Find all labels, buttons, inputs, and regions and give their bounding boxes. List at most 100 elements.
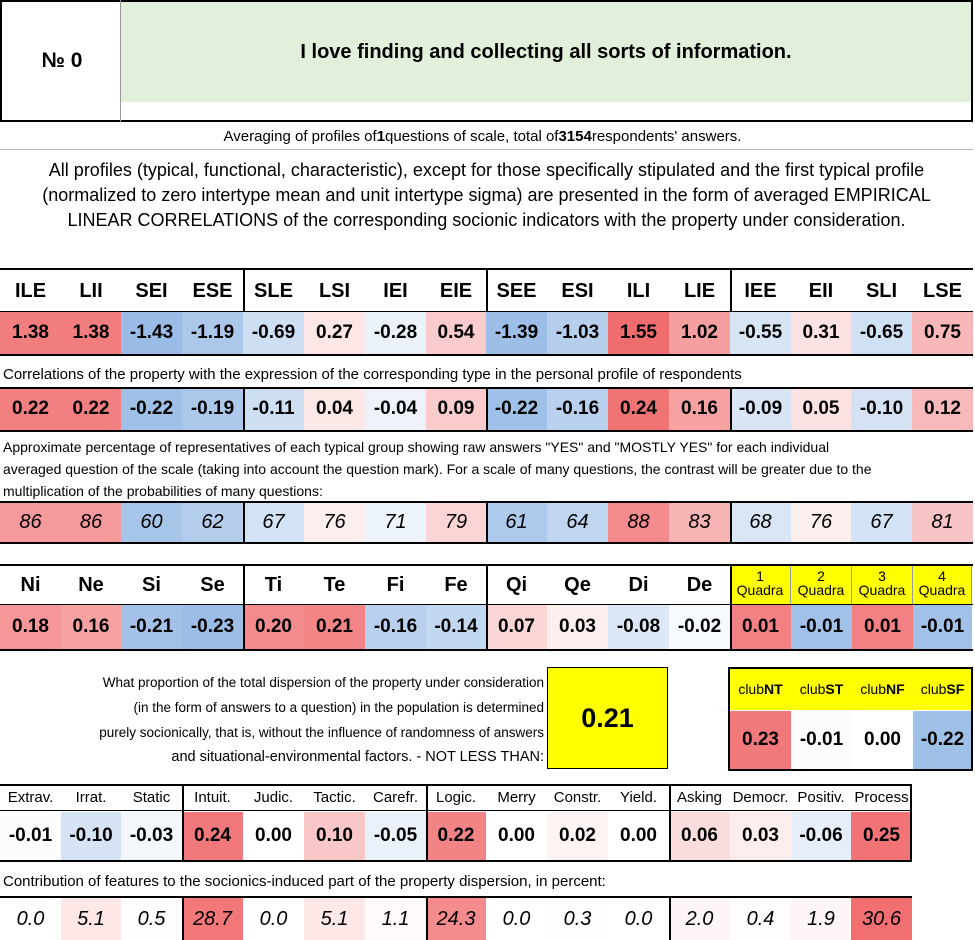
quadra-label: Quadra (736, 582, 784, 598)
rule (426, 784, 428, 862)
type-header: ILE (14, 279, 47, 302)
typical-value: 0.54 (426, 312, 486, 354)
quadra-number: 3 (878, 568, 886, 584)
contribution-value: 5.1 (61, 898, 121, 940)
quadra-header: 4 Quadra (913, 566, 972, 604)
trait-header: Judic. (253, 788, 294, 806)
question-text: I love finding and collecting all sorts … (300, 40, 792, 63)
type-header: ESE (192, 279, 233, 302)
quadra-label: Quadra (797, 582, 845, 598)
header-divider (120, 0, 121, 122)
type-header: SEE (496, 279, 537, 302)
club-value: 0.00 (852, 711, 913, 769)
typical-value: -0.28 (365, 312, 426, 354)
averaging-text-mid: questions of scale, total of (385, 127, 559, 145)
trait-header: Constr. (553, 788, 602, 806)
type-header: LIE (683, 279, 716, 302)
percentage-caption-line: averaged question of the scale (taking i… (3, 461, 872, 477)
type-header: LII (79, 279, 103, 302)
correlation-value: 0.22 (61, 388, 121, 430)
typical-value: -0.55 (730, 312, 791, 354)
type-header: EIE (439, 279, 473, 302)
percentage-caption: Approximate percentage of representative… (3, 436, 968, 502)
percentage-value: 83 (669, 502, 730, 542)
typical-value: -1.03 (547, 312, 608, 354)
club-suffix: NF (886, 681, 905, 697)
percentage-value: 68 (730, 502, 791, 542)
type-header: LSI (318, 279, 351, 302)
function-value: -0.23 (182, 605, 243, 649)
club-suffix: ST (825, 681, 844, 697)
rule (728, 667, 973, 669)
quadra-label: Quadra (918, 582, 966, 598)
club-prefix: club (860, 681, 886, 697)
trait-header: Positiv. (797, 788, 845, 806)
type-header: IEI (383, 279, 408, 302)
rule (426, 896, 428, 940)
trait-value: 0.02 (547, 812, 608, 860)
function-value: 0.20 (243, 605, 304, 649)
respondent-count: 3154 (558, 127, 592, 145)
function-header: Fe (444, 573, 468, 596)
function-header: Di (628, 573, 649, 596)
contribution-value: 1.9 (791, 898, 851, 940)
function-header: Qi (505, 573, 528, 596)
contribution-value: 0.0 (0, 898, 61, 940)
contribution-value: 0.5 (121, 898, 182, 940)
club-value: 0.23 (730, 711, 791, 769)
averaging-text-end: respondents' answers. (591, 127, 742, 145)
type-header: ESI (561, 279, 594, 302)
correlation-value: -0.22 (486, 388, 547, 430)
trait-value: -0.01 (0, 812, 61, 860)
typical-value: -1.19 (182, 312, 243, 354)
typical-value: -0.69 (243, 312, 304, 354)
typical-value: -0.65 (851, 312, 912, 354)
correlation-value: -0.09 (730, 388, 791, 430)
correlation-value: 0.05 (791, 388, 851, 430)
correlation-value: -0.22 (121, 388, 182, 430)
rule (486, 501, 488, 544)
trait-header: Extrav. (7, 788, 54, 806)
trait-value: 0.24 (182, 812, 243, 860)
trait-header: Intuit. (194, 788, 231, 806)
dispersion-line: (in the form of answers to a question) i… (133, 700, 544, 715)
rule (0, 860, 912, 862)
trait-value: -0.06 (791, 812, 851, 860)
percentage-value: 62 (182, 502, 243, 542)
rule (0, 810, 912, 811)
typical-value: 0.75 (912, 312, 973, 354)
correlation-value: 0.09 (426, 388, 486, 430)
quadra-header: 3 Quadra (852, 566, 913, 604)
trait-header: Yield. (620, 788, 657, 806)
trait-header: Tactic. (313, 788, 356, 806)
quadra-header: 2 Quadra (791, 566, 852, 604)
type-header: LSE (923, 279, 962, 302)
percentage-value: 76 (791, 502, 851, 542)
club-prefix: club (920, 681, 947, 697)
rule (910, 784, 912, 862)
typical-value: -1.43 (121, 312, 182, 354)
intro-line: LINEAR CORRELATIONS of the corresponding… (67, 210, 906, 230)
type-header: SLI (865, 279, 898, 302)
typical-value: 0.27 (304, 312, 365, 354)
typical-value: -1.39 (486, 312, 547, 354)
quadra-number: 1 (756, 568, 764, 584)
club-header: club ST (791, 668, 852, 710)
dispersion-line: What proportion of the total dispersion … (102, 675, 544, 690)
contribution-value: 5.1 (304, 898, 365, 940)
contribution-value: 1.1 (365, 898, 426, 940)
trait-value: -0.03 (121, 812, 182, 860)
function-value: 0.03 (547, 605, 608, 649)
function-value: -0.02 (669, 605, 730, 649)
trait-header: Static (132, 788, 171, 806)
quadra-value: -0.01 (791, 605, 852, 649)
function-value: 0.18 (0, 605, 61, 649)
trait-value: 0.06 (669, 812, 730, 860)
rule (0, 149, 973, 150)
correlation-value: 0.24 (608, 388, 669, 430)
contribution-value: 0.4 (730, 898, 791, 940)
correlation-caption: Correlations of the property with the ex… (3, 366, 742, 383)
trait-value: 0.03 (730, 812, 791, 860)
quadra-header: 1 Quadra (730, 566, 791, 604)
correlation-value: -0.16 (547, 388, 608, 430)
